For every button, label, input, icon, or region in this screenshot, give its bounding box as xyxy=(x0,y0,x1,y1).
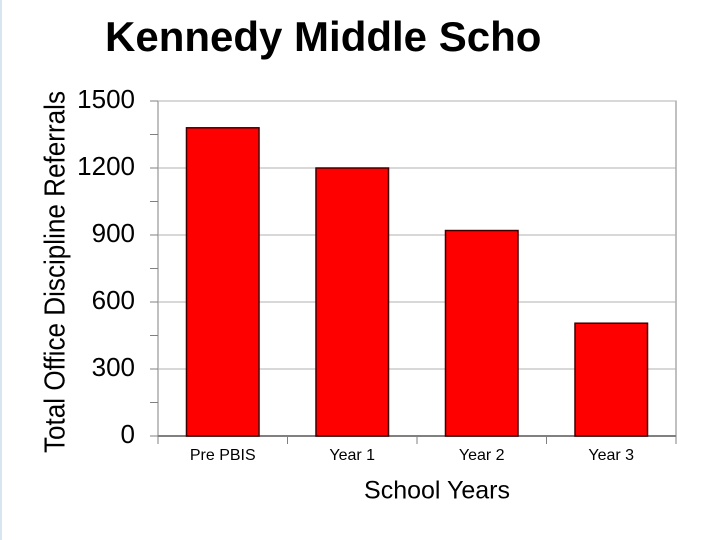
y-tick-label: 1500 xyxy=(77,84,135,114)
x-tick-label: Year 1 xyxy=(329,447,375,464)
x-axis-title: School Years xyxy=(364,477,510,505)
y-axis-title: Total Office Discipline Referrals xyxy=(38,91,71,453)
bar xyxy=(444,229,519,437)
x-tick-label: Year 2 xyxy=(459,447,505,464)
y-tick-label: 0 xyxy=(121,419,135,449)
y-tick-label: 900 xyxy=(92,218,135,248)
bar xyxy=(574,322,649,437)
x-tick-label: Pre PBIS xyxy=(190,447,256,464)
bar xyxy=(315,167,390,437)
y-tick-label: 1200 xyxy=(77,151,135,181)
x-tick-label: Year 3 xyxy=(588,447,634,464)
bar xyxy=(185,127,260,437)
y-tick-label: 300 xyxy=(92,352,135,382)
y-tick-label: 600 xyxy=(92,285,135,315)
chart-title: Kennedy Middle Scho xyxy=(105,13,541,60)
